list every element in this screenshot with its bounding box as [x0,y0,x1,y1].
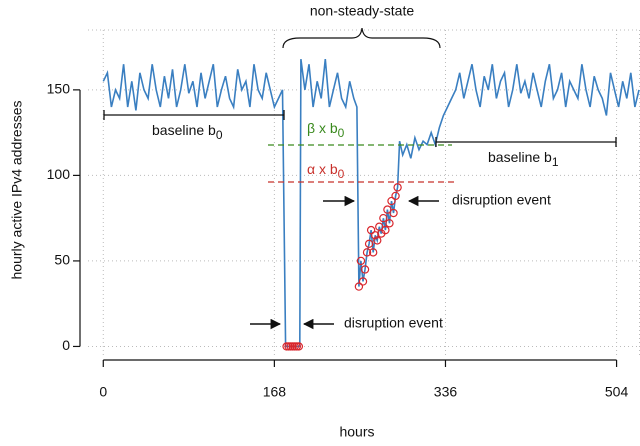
annotation-text: β x b [307,120,338,136]
marker [371,231,380,240]
bracket [435,137,617,147]
annotation-text: baseline b [152,122,216,138]
marker [389,208,398,218]
marker [360,265,370,274]
marker [366,225,376,235]
annotation: disruption event [344,315,443,331]
marker [362,248,372,257]
marker [356,256,366,266]
brace [282,27,441,49]
annotation: β x b0 [307,120,345,140]
marker [294,342,304,351]
x-tick-label: 168 [263,384,287,400]
marker [393,183,402,192]
annotation: disruption event [452,192,551,208]
x-tick-label: 0 [99,384,107,400]
annotation: α x b0 [307,161,345,181]
marker [358,277,368,286]
marker [387,196,396,206]
annotation-text: α x b [307,161,338,177]
marker [381,225,390,235]
marker [379,213,388,223]
annotation-sub: 0 [338,126,345,140]
y-tick-label: 150 [47,81,71,97]
y-tick-label: 100 [47,166,71,182]
marker [364,239,374,249]
line [102,58,640,348]
marker [373,236,382,245]
y-tick-label: 50 [54,252,70,268]
marker [383,205,392,214]
annotation-sub: 0 [216,128,223,142]
marker [391,191,400,201]
annotation-text: baseline b [488,149,552,165]
x-tick-label: 336 [434,384,458,400]
annotation-sub: 1 [552,155,559,169]
brace-label: non-steady-state [310,3,414,19]
marker [385,219,394,228]
y-tick-label: 0 [62,337,70,353]
annotation: baseline b1 [488,149,559,169]
annotation-sub: 0 [338,167,345,181]
x-tick-label: 504 [605,384,629,400]
marker [354,282,364,291]
x-axis-label: hours [339,424,374,440]
y-axis-label: hourly active IPv4 addresses [9,101,25,280]
annotation: baseline b0 [152,122,223,142]
bracket [103,110,285,120]
marker [368,248,378,257]
